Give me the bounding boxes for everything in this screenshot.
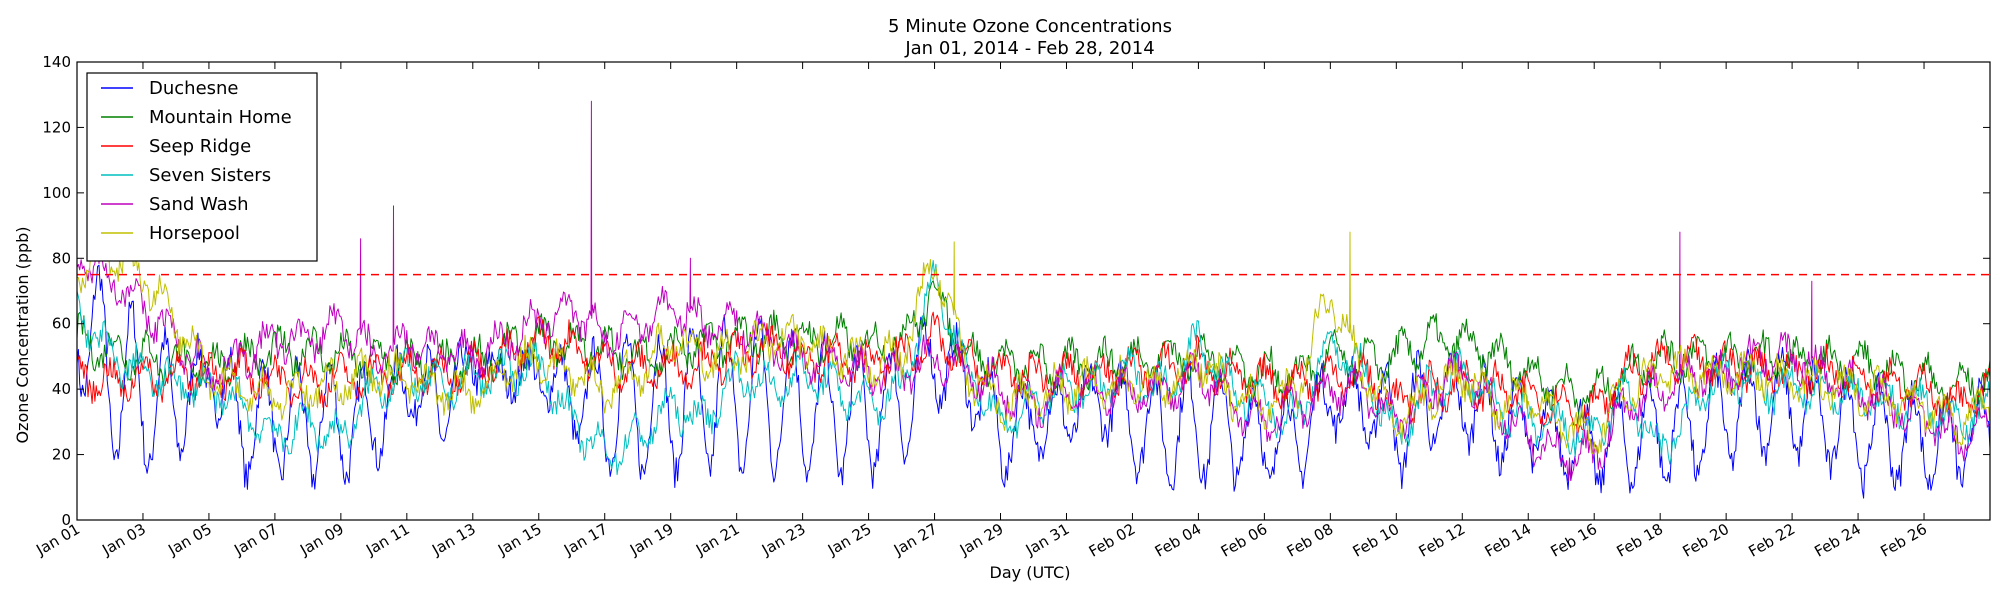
x-tick-label: Feb 12 xyxy=(1416,520,1469,561)
legend-label: Seep Ridge xyxy=(149,136,251,157)
chart-subtitle: Jan 01, 2014 - Feb 28, 2014 xyxy=(904,38,1154,59)
x-axis-label: Day (UTC) xyxy=(990,563,1071,582)
x-tick-label: Jan 23 xyxy=(758,520,809,560)
x-tick-label: Jan 13 xyxy=(428,520,479,560)
x-tick-label: Feb 22 xyxy=(1745,520,1798,561)
x-tick-label: Jan 27 xyxy=(890,520,941,560)
y-tick-label: 60 xyxy=(52,315,71,333)
x-tick-label: Jan 19 xyxy=(626,520,677,560)
y-tick-label: 80 xyxy=(52,249,71,267)
y-tick-label: 0 xyxy=(61,511,71,529)
plot-area xyxy=(77,100,1990,499)
x-tick-label: Feb 20 xyxy=(1679,520,1732,561)
chart-title: 5 Minute Ozone Concentrations xyxy=(888,16,1172,37)
x-tick-label: Feb 04 xyxy=(1152,520,1205,561)
x-tick-label: Feb 26 xyxy=(1877,520,1930,561)
x-tick-label: Jan 29 xyxy=(956,520,1007,560)
y-axis-label: Ozone Concentration (ppb) xyxy=(13,226,32,443)
x-tick-label: Jan 07 xyxy=(230,520,281,560)
x-tick-label: Jan 25 xyxy=(824,520,875,560)
y-tick-label: 120 xyxy=(42,118,71,136)
x-tick-label: Jan 09 xyxy=(296,520,347,560)
legend-label: Duchesne xyxy=(149,78,239,99)
x-tick-label: Jan 01 xyxy=(32,520,83,560)
y-tick-label: 140 xyxy=(42,53,71,71)
y-tick-label: 20 xyxy=(52,446,71,464)
x-tick-label: Jan 03 xyxy=(98,520,149,560)
series-group xyxy=(77,100,1990,499)
x-tick-label: Feb 18 xyxy=(1614,520,1667,561)
x-tick-label: Feb 06 xyxy=(1218,520,1271,561)
x-tick-label: Jan 21 xyxy=(692,520,743,560)
x-tick-label: Feb 02 xyxy=(1086,520,1139,561)
y-tick-label: 40 xyxy=(52,380,71,398)
x-tick-label: Feb 10 xyxy=(1350,520,1403,561)
x-tick-label: Feb 24 xyxy=(1811,520,1864,561)
x-tick-label: Jan 31 xyxy=(1022,520,1073,560)
x-tick-label: Feb 08 xyxy=(1284,520,1337,561)
legend-label: Sand Wash xyxy=(149,194,248,215)
y-tick-label: 100 xyxy=(42,184,71,202)
x-tick-label: Jan 15 xyxy=(494,520,545,560)
x-tick-label: Jan 05 xyxy=(164,520,215,560)
series-line-sand-wash xyxy=(77,100,1990,482)
series-line-horsepool xyxy=(77,231,1990,455)
axis-ticks: 0 20 40 60 80 100 120 140 Jan 01 Jan 03 Jan 05 Jan … xyxy=(32,53,1990,561)
x-tick-label: Jan 11 xyxy=(362,520,413,560)
plot-frame xyxy=(76,61,1991,521)
legend-label: Mountain Home xyxy=(149,107,292,128)
legend-box xyxy=(86,72,318,262)
legend: Duchesne Mountain Home Seep Ridge Seven Sis… xyxy=(86,72,318,262)
x-tick-label: Feb 16 xyxy=(1548,520,1601,561)
x-tick-label: Feb 14 xyxy=(1482,520,1535,561)
legend-label: Horsepool xyxy=(149,223,240,244)
series-line-duchesne xyxy=(77,264,1990,499)
x-tick-label: Jan 17 xyxy=(560,520,611,560)
legend-label: Seven Sisters xyxy=(149,165,271,186)
